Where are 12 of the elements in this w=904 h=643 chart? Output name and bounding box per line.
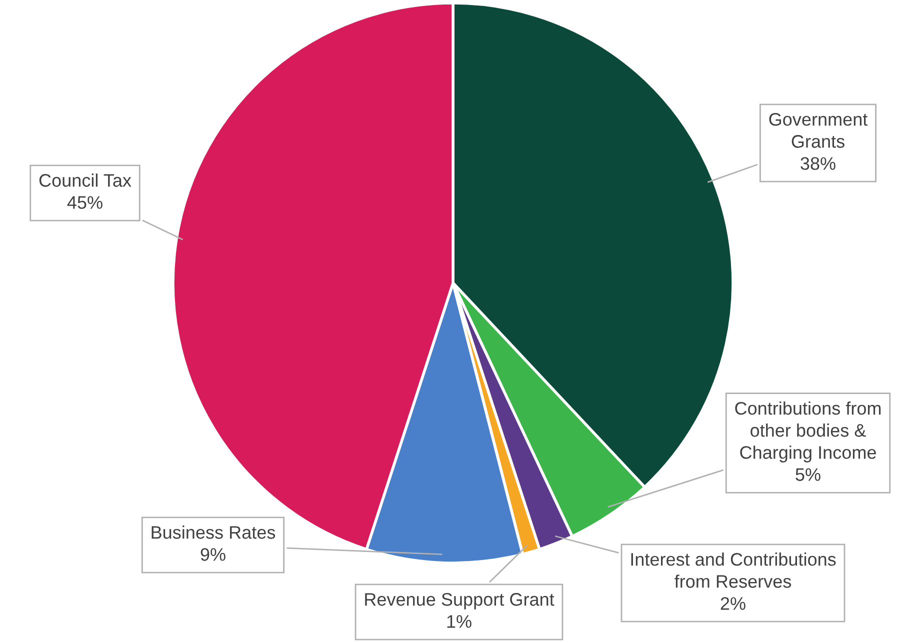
slice-label: Interest and Contributions from Reserves <box>631 552 836 588</box>
slice-label: Revenue Support Grant <box>365 593 554 610</box>
slice-label: Business Rates <box>152 526 276 539</box>
data-label: 1% <box>447 615 472 628</box>
data-label: 9% <box>200 548 226 561</box>
slice-label: Council Tax <box>39 174 132 187</box>
data-label: 2% <box>720 597 746 610</box>
slice-label: Government Grants <box>769 112 868 148</box>
data-label: 5% <box>796 468 820 481</box>
data-label: 45% <box>67 196 102 209</box>
data-label: 38% <box>800 157 836 170</box>
slice-label: Contributions from other bodies & Charging Income <box>735 401 881 462</box>
